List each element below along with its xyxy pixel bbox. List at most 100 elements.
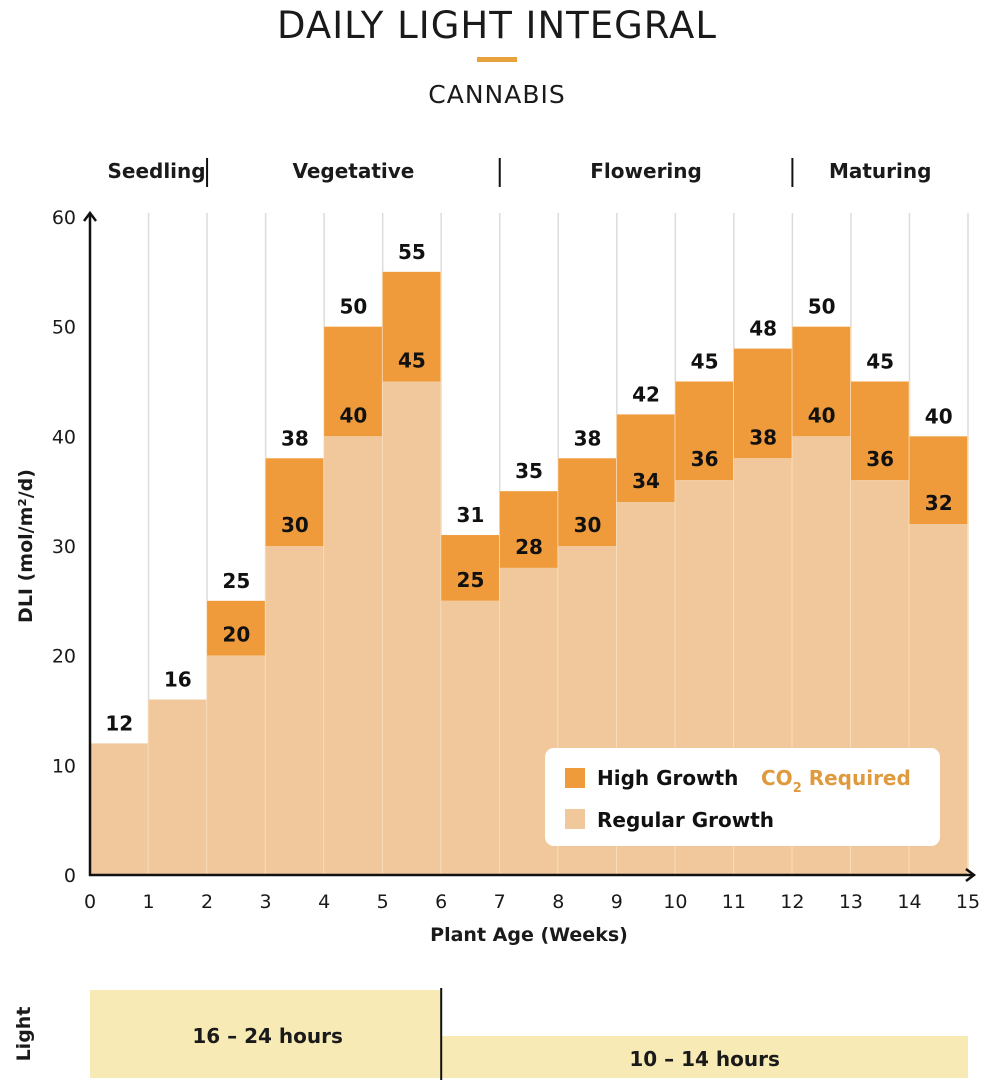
x-tick-label: 10 (663, 891, 687, 913)
bar-inner-label: 25 (457, 568, 485, 592)
legend-label-high: High Growth (597, 766, 738, 790)
phase-label: Flowering (590, 159, 702, 183)
co2-suffix: Required (802, 766, 911, 790)
title-accent-bar (477, 57, 517, 62)
bar-high-growth (675, 381, 734, 481)
bar-top-label: 45 (866, 350, 894, 374)
legend-box (545, 748, 940, 846)
bar-inner-label: 30 (281, 513, 309, 537)
y-tick-label: 50 (52, 317, 76, 339)
legend-label-regular: Regular Growth (597, 808, 774, 832)
bar-regular-growth (148, 699, 208, 875)
bar-inner-label: 38 (749, 425, 777, 449)
bar-inner-label: 30 (574, 513, 602, 537)
bar-high-growth (850, 381, 910, 481)
y-tick-label: 30 (52, 536, 76, 558)
x-tick-label: 8 (552, 891, 564, 913)
y-tick-label: 10 (52, 755, 76, 777)
x-tick-label: 4 (318, 891, 330, 913)
bar-inner-label: 40 (339, 403, 367, 427)
legend-swatch-regular (565, 809, 585, 829)
x-axis-title: Plant Age (Weeks) (430, 924, 628, 946)
bar-regular-growth (265, 546, 325, 875)
bar-high-growth (324, 326, 383, 437)
bar-top-label: 31 (457, 503, 485, 527)
bar-labels: 12 16 25 20 38 30 50 40 55 45 31 25 35 28 38 30 42 34 45 36… (105, 240, 952, 736)
y-axis-arrow-icon (83, 210, 97, 222)
x-tick-label: 13 (839, 891, 863, 913)
y-tick-label: 40 (52, 426, 76, 448)
bar-high-growth (909, 436, 968, 525)
bar-regular-growth (441, 600, 500, 875)
x-tick-label: 11 (722, 891, 746, 913)
x-tick-label: 5 (377, 891, 389, 913)
bar-inner-label: 36 (866, 447, 894, 471)
bar-regular-growth (382, 381, 442, 875)
x-tick-label: 7 (494, 891, 506, 913)
bar-inner-label: 34 (632, 469, 660, 493)
bar-regular-growth (324, 436, 383, 875)
bar-top-label: 38 (281, 426, 309, 450)
bar-inner-label: 20 (222, 623, 250, 647)
x-tick-label: 15 (956, 891, 980, 913)
bar-high-growth (499, 491, 559, 568)
x-tick-label: 6 (435, 891, 447, 913)
legend-label-co2: CO2 Required (761, 766, 911, 796)
bar-top-label: 42 (632, 382, 660, 406)
x-tick-label: 14 (897, 891, 921, 913)
bar-inner-label: 36 (691, 447, 719, 471)
bar-top-label: 48 (749, 317, 777, 341)
y-tick-label: 20 (52, 646, 76, 668)
bar-high-growth (733, 348, 793, 459)
bar-high-growth (558, 458, 617, 546)
phase-label: Maturing (829, 159, 931, 183)
bar-high-growth (441, 535, 500, 601)
x-tick-label: 3 (260, 891, 272, 913)
y-tick-label: 0 (64, 865, 76, 887)
x-tick-label: 12 (780, 891, 804, 913)
bar-inner-label: 40 (808, 403, 836, 427)
chart-title: DAILY LIGHT INTEGRAL (277, 4, 717, 47)
bar-high-growth (616, 414, 676, 503)
x-tick-label: 9 (611, 891, 623, 913)
x-tick-label: 0 (84, 891, 96, 913)
bar-top-label: 55 (398, 240, 426, 264)
light-section: Light 16 – 24 hours 10 – 14 hours (13, 988, 968, 1080)
bar-high-growth (265, 458, 325, 546)
phase-labels: Seedling Vegetative Flowering Maturing (107, 158, 931, 187)
bar-regular-growth (207, 655, 266, 875)
x-axis-arrow-icon (965, 868, 977, 882)
bar-top-label: 35 (515, 459, 543, 483)
bar-high-growth (792, 326, 851, 437)
legend: High Growth CO2 Required Regular Growth (545, 748, 940, 846)
x-tick-label: 1 (142, 891, 154, 913)
bar-inner-label: 28 (515, 535, 543, 559)
bar-inner-label: 45 (398, 349, 426, 373)
light-band-label: 16 – 24 hours (192, 1024, 343, 1048)
co2-subscript: 2 (793, 781, 802, 796)
phase-label: Vegetative (292, 159, 414, 183)
bar-top-label: 40 (925, 404, 953, 428)
y-axis-title: DLI (mol/m²/d) (15, 469, 37, 623)
y-tick-label: 60 (52, 207, 76, 229)
x-tick-label: 2 (201, 891, 213, 913)
bar-top-label: 50 (339, 295, 367, 319)
light-band-label: 10 – 14 hours (629, 1047, 780, 1071)
phase-label: Seedling (107, 159, 205, 183)
chart-subtitle: CANNABIS (428, 80, 565, 109)
bar-top-label: 16 (164, 668, 192, 692)
light-band (90, 990, 442, 1078)
bar-top-label: 38 (574, 426, 602, 450)
legend-swatch-high (565, 768, 585, 788)
bar-inner-label: 32 (925, 491, 953, 515)
bar-regular-growth (90, 743, 149, 875)
bar-high-growth (207, 600, 266, 656)
bar-top-label: 12 (105, 711, 133, 735)
bar-top-label: 45 (691, 350, 719, 374)
bar-high-growth (382, 271, 442, 382)
light-band (441, 1036, 968, 1078)
co2-prefix: CO (761, 766, 793, 790)
bar-top-label: 25 (222, 569, 250, 593)
